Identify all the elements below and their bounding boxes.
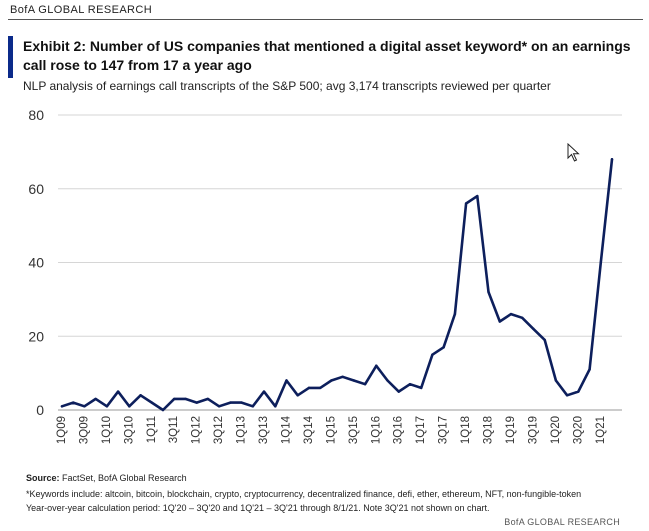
x-tick-label: 1Q20	[550, 416, 562, 444]
data-point	[195, 401, 198, 404]
data-point	[509, 312, 513, 316]
brand-header: BofA GLOBAL RESEARCH	[10, 4, 153, 16]
data-point	[341, 375, 344, 379]
x-tick-label: 3Q10	[123, 416, 135, 444]
data-point	[307, 386, 311, 390]
x-tick-label: 3Q17	[438, 416, 450, 444]
data-point	[173, 397, 176, 401]
data-point	[94, 397, 97, 401]
brand-footer: BofA GLOBAL RESEARCH	[504, 517, 620, 527]
data-point	[464, 202, 468, 205]
data-point	[453, 312, 457, 316]
data-point	[139, 394, 142, 397]
x-tick-label: 3Q19	[527, 416, 539, 444]
x-tick-label: 1Q09	[56, 416, 68, 444]
x-tick-label: 1Q11	[146, 416, 158, 443]
data-point	[240, 401, 243, 404]
x-tick-label: 1Q21	[595, 416, 607, 444]
x-tick-label: 3Q11	[168, 416, 180, 443]
data-point	[588, 368, 591, 371]
data-point	[363, 382, 367, 386]
x-tick-label: 1Q13	[236, 416, 248, 444]
header-divider	[8, 19, 643, 20]
data-point	[375, 364, 378, 367]
x-tick-label: 3Q13	[258, 416, 270, 444]
data-point	[150, 401, 153, 404]
exhibit-subtitle: NLP analysis of earnings call transcript…	[23, 79, 551, 93]
data-point	[554, 379, 558, 382]
data-point	[262, 390, 266, 393]
y-tick-label: 0	[36, 402, 44, 418]
title-accent-bar	[8, 36, 13, 78]
source-text: FactSet, BofA Global Research	[59, 473, 187, 483]
data-point	[543, 338, 546, 342]
data-point	[599, 261, 602, 264]
x-axis-ticks: 1Q09 3Q09 1Q10 3Q10 1Q11 3Q11 1Q12 3Q12 1Q13 3Q13…	[56, 415, 607, 444]
data-point	[419, 386, 423, 390]
data-point	[431, 353, 434, 356]
data-point	[610, 158, 614, 161]
x-tick-label: 3Q15	[348, 416, 360, 444]
x-tick-label: 3Q20	[572, 416, 584, 444]
data-point	[408, 382, 412, 386]
data-point	[577, 390, 580, 393]
source-label: Source:	[26, 473, 60, 483]
y-tick-label: 80	[28, 107, 44, 123]
data-point	[397, 390, 400, 393]
data-point	[386, 379, 389, 382]
data-point	[330, 379, 333, 382]
data-point	[274, 405, 277, 408]
y-axis-ticks: 0 20 40 60 80	[28, 107, 44, 418]
x-tick-label: 3Q16	[393, 416, 405, 444]
data-point	[184, 397, 187, 401]
data-point	[521, 316, 524, 320]
data-point	[229, 401, 232, 404]
data-point	[72, 401, 75, 404]
y-tick-label: 20	[28, 328, 44, 344]
x-tick-label: 3Q14	[303, 415, 315, 444]
line-chart: 0 20 40 60 80 1Q09 3Q09 1Q10 3Q10 1Q11 3Q11 1Q12 3Q…	[28, 107, 622, 444]
data-point	[251, 405, 255, 408]
data-point	[83, 405, 86, 408]
keywords-note: *Keywords include: altcoin, bitcoin, blo…	[26, 489, 582, 499]
x-tick-label: 1Q15	[325, 416, 337, 444]
x-tick-label: 1Q19	[505, 416, 517, 444]
data-point	[161, 408, 165, 412]
mouse-cursor-icon	[567, 143, 580, 162]
x-tick-label: 3Q09	[78, 416, 90, 444]
data-point	[217, 405, 221, 408]
data-point	[352, 379, 356, 382]
y-tick-label: 40	[28, 255, 44, 271]
x-tick-label: 1Q17	[415, 416, 427, 444]
period-note: Year-over-year calculation period: 1Q'20…	[26, 503, 490, 513]
x-tick-label: 1Q10	[101, 416, 113, 444]
data-point	[532, 327, 535, 331]
data-point	[487, 290, 490, 294]
data-point	[116, 390, 120, 393]
data-point	[498, 320, 501, 323]
series-line	[60, 157, 614, 412]
source-note: Source: FactSet, BofA Global Research	[26, 473, 187, 483]
data-point	[206, 397, 210, 401]
data-point	[128, 405, 131, 408]
gridlines	[58, 114, 622, 411]
x-tick-label: 1Q12	[191, 416, 203, 444]
y-tick-label: 60	[28, 181, 44, 197]
data-point	[296, 394, 299, 397]
x-tick-label: 1Q16	[370, 416, 382, 444]
data-point	[105, 405, 109, 408]
x-tick-label: 1Q18	[460, 416, 472, 444]
data-point	[442, 346, 445, 349]
data-point	[318, 386, 322, 390]
series-layer	[60, 157, 614, 412]
exhibit-title: Exhibit 2: Number of US companies that m…	[23, 38, 631, 73]
data-point	[476, 194, 479, 198]
data-point	[565, 394, 569, 397]
x-tick-label: 3Q12	[213, 416, 225, 444]
x-tick-label: 3Q18	[483, 416, 495, 444]
data-point	[60, 405, 64, 408]
x-tick-label: 1Q14	[280, 415, 292, 444]
data-point	[285, 379, 288, 382]
